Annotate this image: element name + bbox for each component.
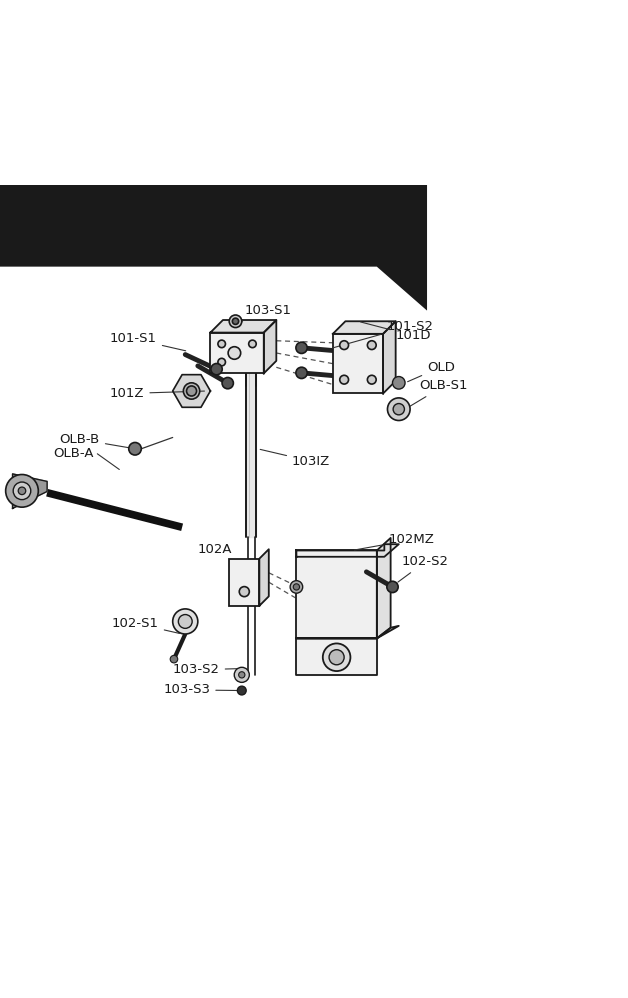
Polygon shape xyxy=(377,538,391,639)
Circle shape xyxy=(293,584,300,590)
Circle shape xyxy=(211,363,222,375)
Circle shape xyxy=(392,376,405,389)
Text: 103IZ: 103IZ xyxy=(260,449,330,468)
Polygon shape xyxy=(173,374,210,407)
Polygon shape xyxy=(296,626,399,639)
Text: 102MZ: 102MZ xyxy=(354,533,434,550)
Circle shape xyxy=(183,383,200,399)
Polygon shape xyxy=(296,544,399,557)
Circle shape xyxy=(237,687,246,695)
Text: 103-S3: 103-S3 xyxy=(163,684,239,697)
Circle shape xyxy=(232,318,239,324)
Circle shape xyxy=(290,581,303,593)
Circle shape xyxy=(18,487,26,495)
Circle shape xyxy=(218,358,225,366)
Polygon shape xyxy=(296,639,377,675)
Polygon shape xyxy=(246,339,256,537)
Circle shape xyxy=(323,644,350,671)
Circle shape xyxy=(393,403,404,415)
Polygon shape xyxy=(13,474,47,508)
Circle shape xyxy=(367,375,376,384)
Circle shape xyxy=(239,587,249,597)
Circle shape xyxy=(222,377,234,389)
Circle shape xyxy=(296,367,307,378)
Circle shape xyxy=(340,340,349,349)
Polygon shape xyxy=(259,549,269,606)
Text: Säulenbohrmaschine Proton BMS-3018T: Säulenbohrmaschine Proton BMS-3018T xyxy=(25,253,234,263)
Text: 102-S2: 102-S2 xyxy=(398,555,449,582)
Text: 101-S1: 101-S1 xyxy=(110,332,186,351)
Polygon shape xyxy=(333,321,396,334)
Text: 102-S1: 102-S1 xyxy=(112,617,180,634)
Circle shape xyxy=(6,474,38,507)
Circle shape xyxy=(170,656,178,663)
Circle shape xyxy=(367,340,376,349)
Bar xyxy=(229,559,259,606)
Text: 101Z: 101Z xyxy=(110,387,205,400)
Circle shape xyxy=(129,442,141,455)
Circle shape xyxy=(229,315,242,327)
Circle shape xyxy=(329,650,344,665)
Circle shape xyxy=(178,615,192,629)
Circle shape xyxy=(296,342,307,353)
Text: OLB-S1: OLB-S1 xyxy=(408,379,468,408)
Polygon shape xyxy=(383,321,396,393)
Polygon shape xyxy=(296,551,377,639)
Text: 103-S1: 103-S1 xyxy=(242,304,292,321)
Text: 101-S2: 101-S2 xyxy=(332,319,433,348)
Polygon shape xyxy=(210,320,276,332)
Circle shape xyxy=(228,346,241,359)
Text: OLB-A: OLB-A xyxy=(53,447,94,460)
Text: 102A: 102A xyxy=(198,543,236,559)
Polygon shape xyxy=(0,185,427,310)
Circle shape xyxy=(387,398,410,420)
Bar xyxy=(210,332,264,373)
Circle shape xyxy=(13,482,31,500)
Text: 101D: 101D xyxy=(360,322,431,342)
Circle shape xyxy=(173,609,198,634)
Text: OLD: OLD xyxy=(408,360,455,381)
Text: OLB-B: OLB-B xyxy=(60,433,133,448)
Circle shape xyxy=(187,386,197,396)
Text: 103-S2: 103-S2 xyxy=(173,664,239,677)
Circle shape xyxy=(239,672,245,678)
Circle shape xyxy=(340,375,349,384)
Circle shape xyxy=(218,340,225,347)
Circle shape xyxy=(234,668,249,683)
Circle shape xyxy=(387,581,398,593)
Bar xyxy=(333,334,383,393)
Circle shape xyxy=(249,340,256,347)
Polygon shape xyxy=(264,320,276,373)
